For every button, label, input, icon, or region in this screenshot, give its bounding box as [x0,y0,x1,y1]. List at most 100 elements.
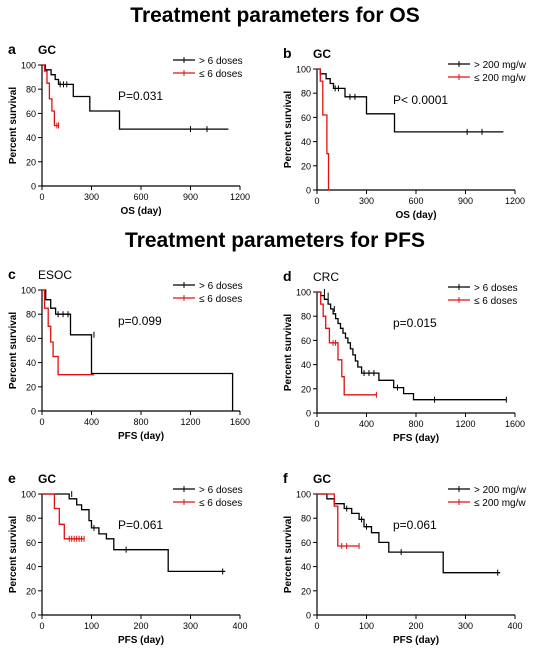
x-axis-label: PFS (day) [118,431,164,442]
y-tick-label: 60 [26,538,36,548]
x-tick-label: 600 [133,192,148,202]
panel-subtitle: GC [313,47,331,61]
p-value: p=0.099 [118,314,162,328]
y-tick-label: 60 [26,109,36,119]
x-tick-label: 0 [314,621,319,631]
legend-label: > 6 doses [199,485,243,496]
series-line-1 [42,493,226,573]
x-tick-label: 400 [232,621,247,631]
y-tick-label: 80 [301,89,311,99]
series-line-2 [42,64,59,127]
x-tick-label: 300 [183,621,198,631]
x-tick-label: 1600 [230,417,250,427]
y-tick-label: 100 [21,490,36,500]
panel-letter: b [283,45,292,61]
y-tick-label: 0 [306,409,311,419]
y-tick-label: 0 [31,611,36,621]
panel-subtitle: GC [313,472,331,486]
y-tick-label: 60 [26,334,36,344]
y-tick-label: 20 [26,157,36,167]
legend-label: ≤ 6 doses [199,294,242,305]
y-tick-label: 40 [301,562,311,572]
km-chart-f: f GC 0 20 40 60 80 100 0 100 200 300 400 PFS (day) Per… [283,470,527,646]
series-line-2 [317,68,330,191]
legend-label: > 6 doses [474,283,518,294]
series-line-1 [317,493,501,574]
y-tick-label: 0 [306,611,311,621]
y-tick-label: 20 [301,161,311,171]
y-tick-label: 20 [301,586,311,596]
x-tick-label: 300 [84,192,99,202]
y-tick-label: 20 [26,382,36,392]
y-tick-label: 60 [301,538,311,548]
panel-letter: e [8,470,16,486]
x-tick-label: 900 [183,192,198,202]
y-axis-label: Percent survival [283,314,294,391]
series-line-2 [317,291,377,396]
y-axis-label: Percent survival [283,91,294,168]
p-value: p=0.015 [393,316,437,330]
y-tick-label: 0 [31,182,36,192]
x-tick-label: 400 [359,419,374,429]
x-tick-label: 800 [408,419,423,429]
y-tick-label: 100 [21,61,36,71]
y-tick-label: 100 [296,65,311,75]
y-axis-label: Percent survival [8,516,19,593]
x-tick-label: 100 [359,621,374,631]
x-tick-label: 1600 [505,419,525,429]
panel-subtitle: CRC [313,270,339,284]
x-axis-label: OS (day) [120,206,161,217]
x-tick-label: 600 [408,196,423,206]
legend-label: ≤ 200 mg/w [474,498,526,509]
km-chart-c: c ESOC 0 20 40 60 80 100 0 400 800 1200 1600 PFS (day… [8,266,250,442]
x-tick-label: 900 [458,196,473,206]
x-axis-label: PFS (day) [393,635,439,646]
x-tick-label: 0 [39,621,44,631]
y-axis-label: Percent survival [8,312,19,389]
series-line-1 [317,291,507,401]
legend-label: > 200 mg/w [474,60,527,71]
x-tick-label: 400 [84,417,99,427]
x-tick-label: 0 [314,196,319,206]
y-tick-label: 100 [21,286,36,296]
x-tick-label: 300 [359,196,374,206]
section-title-pfs: Treatment parameters for PFS [125,229,425,252]
y-tick-label: 60 [301,336,311,346]
y-tick-label: 40 [26,133,36,143]
y-tick-label: 80 [301,514,311,524]
y-tick-label: 40 [26,562,36,572]
y-tick-label: 100 [296,288,311,298]
panel-subtitle: GC [38,472,56,486]
y-axis-label: Percent survival [283,516,294,593]
x-tick-label: 1200 [455,419,475,429]
x-tick-label: 800 [133,417,148,427]
p-value: P< 0.0001 [393,93,448,107]
panel-letter: f [283,470,288,486]
legend-label: ≤ 200 mg/w [474,73,526,84]
y-axis-label: Percent survival [8,87,19,164]
x-tick-label: 400 [507,621,522,631]
y-tick-label: 20 [301,384,311,394]
panel-subtitle: ESOC [38,268,72,282]
x-axis-label: OS (day) [395,210,436,221]
legend-label: > 6 doses [199,281,243,292]
y-tick-label: 80 [26,514,36,524]
km-chart-d: d CRC 0 20 40 60 80 100 0 400 800 1200 1600 PFS (day)… [283,268,525,444]
p-value: P=0.061 [118,518,163,532]
p-value: p=0.061 [393,518,437,532]
legend-label: ≤ 6 doses [474,296,517,307]
x-axis-label: PFS (day) [393,433,439,444]
legend-label: ≤ 6 doses [199,69,242,80]
km-chart-e: e GC 0 20 40 60 80 100 0 100 200 300 400 PFS (day) Per… [8,470,248,646]
series-line-2 [42,493,85,540]
panel-subtitle: GC [38,43,56,57]
y-tick-label: 0 [31,407,36,417]
series-line-1 [317,68,504,133]
panel-letter: c [8,266,16,282]
y-tick-label: 40 [301,137,311,147]
x-axis-label: PFS (day) [118,635,164,646]
legend-label: ≤ 6 doses [199,498,242,509]
x-tick-label: 1200 [505,196,525,206]
series-line-2 [317,493,360,547]
y-tick-label: 80 [26,85,36,95]
